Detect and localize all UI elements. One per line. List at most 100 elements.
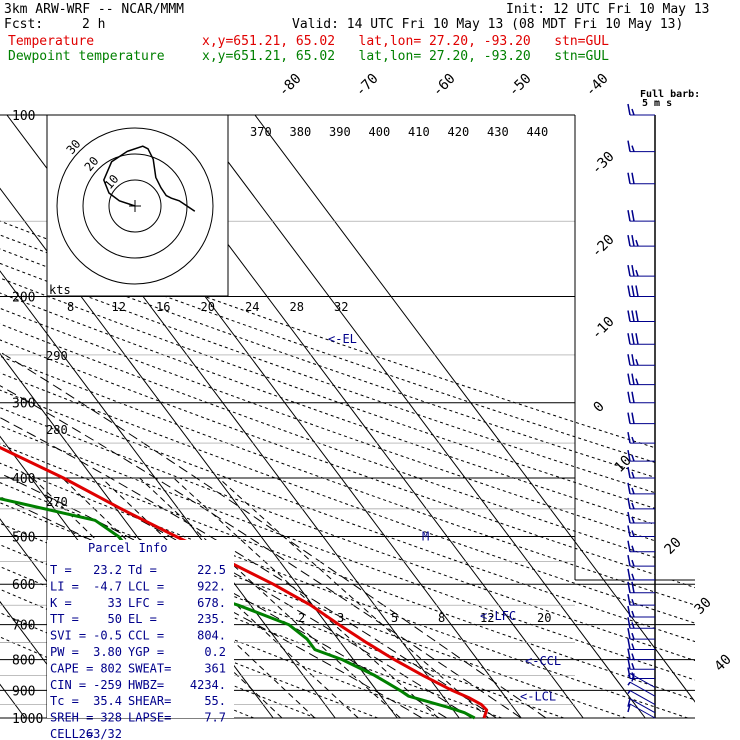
barb-flag [627, 605, 631, 618]
pressure-label: 600 [12, 578, 35, 593]
barb-flag [631, 487, 635, 495]
barb-flag [631, 573, 635, 581]
level-marker: <-EL [328, 332, 357, 346]
wind-barb [627, 581, 655, 594]
parcel-info-key: CIN = [50, 678, 86, 692]
init-time: Init: 12 UTC Fri 10 May 13 [506, 2, 710, 17]
isotherm-label: -80 [276, 71, 305, 100]
isotherm-label: 10 [612, 453, 635, 476]
parcel-info-value: 55. [204, 694, 226, 708]
barb-flag [627, 285, 631, 297]
isotherm [192, 115, 646, 719]
barb-flag [635, 310, 639, 322]
theta-label: 430 [487, 125, 509, 139]
isotherm-label: 40 [712, 652, 735, 675]
isotherm-label: -20 [589, 232, 618, 261]
parcel-info-key: K = [50, 596, 72, 610]
wind-barb [627, 540, 655, 553]
parcel-info-key: HWBZ= [128, 678, 164, 692]
level-marker: M [422, 529, 429, 543]
parcel-info-value: 804. [197, 629, 226, 643]
theta-label-lower: 270 [46, 495, 68, 509]
wind-barb [627, 412, 655, 425]
parcel-info-key: LCL = [128, 579, 164, 593]
wind-barb [627, 617, 655, 629]
pressure-label: 100 [12, 109, 35, 124]
barb-flag [627, 354, 631, 366]
barb-flag [627, 568, 631, 580]
parcel-info-key: PW = [50, 645, 79, 659]
theta-label-lower: 290 [46, 349, 68, 363]
parcel-info-key: CCL = [128, 629, 164, 643]
dewpoint-legend-info: x,y=651.21, 65.02 lat,lon= 27.20, -93.20… [202, 49, 609, 64]
mixing-ratio-label: 8 [438, 611, 445, 625]
parcel-info-key: Td = [128, 563, 157, 577]
barb-flag [627, 648, 631, 660]
parcel-info-key: TT = [50, 612, 79, 626]
barb-legend-line2: 5 m s [642, 98, 672, 109]
wind-barb [627, 285, 655, 298]
barb-flag [627, 103, 631, 116]
barb-flag [631, 333, 635, 345]
barb-flag [627, 235, 631, 247]
parcel-info-value: -4.7 [93, 579, 122, 593]
wind-barb [627, 466, 655, 479]
isotherm-label: -10 [589, 314, 618, 343]
barb-legend-line1: Full barb: [640, 89, 700, 100]
isotherm-label: 20 [662, 535, 685, 558]
dewpoint-legend-label: Dewpoint temperature [8, 49, 165, 64]
parcel-info-value: 802 [100, 661, 122, 675]
wind-barb [627, 264, 655, 277]
wind-barb [627, 638, 655, 651]
barb-flag [635, 378, 639, 385]
theta-label: 410 [408, 125, 430, 139]
barb-flag [627, 594, 631, 606]
wind-barb [627, 172, 655, 185]
barb-flag [627, 628, 631, 640]
speed-tick-label: 8 [67, 300, 74, 314]
barb-flag [627, 264, 631, 277]
barb-flag [631, 108, 635, 116]
wind-barb [627, 690, 656, 706]
barb-flag [627, 681, 631, 686]
parcel-info-key: CAPE = [50, 661, 93, 675]
barb-flag [627, 658, 631, 670]
barb-flag [631, 412, 635, 424]
temperature-legend-label: Temperature [8, 34, 95, 49]
parcel-info-key: T = [50, 563, 72, 577]
barb-flag [627, 555, 631, 567]
barb-flag [631, 373, 635, 385]
wind-barb [627, 673, 656, 688]
barb-flag [631, 598, 635, 606]
theta-label: 400 [369, 125, 391, 139]
isotherm-label: -60 [430, 71, 459, 100]
theta-label: 370 [250, 125, 272, 139]
level-marker: <-LFC [480, 609, 516, 623]
wind-barb [627, 450, 655, 462]
barb-flag [627, 497, 631, 510]
wind-barb [627, 648, 655, 661]
wind-barb [627, 140, 655, 153]
barb-flag [635, 239, 639, 247]
barb-shaft [629, 690, 656, 706]
parcel-info-key: SWEAT= [128, 661, 171, 675]
wind-barb [627, 333, 655, 345]
parcel-info-value: -259 [93, 678, 122, 692]
barb-flag [627, 703, 631, 713]
isotherm-label: 0 [591, 399, 608, 416]
barb-flag [631, 662, 635, 670]
level-marker: <-CCL [525, 654, 561, 668]
barb-legend: Full barb: 5 m s [640, 89, 700, 109]
wind-barb [627, 482, 655, 495]
isotherm [0, 115, 88, 719]
speed-tick-label: 24 [245, 300, 259, 314]
pressure-label: 400 [12, 472, 35, 487]
theta-label: 380 [290, 125, 312, 139]
theta-label: 420 [448, 125, 470, 139]
model-title: 3km ARW-WRF -- NCAR/MMM [4, 2, 185, 17]
barb-flag [627, 511, 631, 524]
barb-flag [631, 454, 635, 462]
forecast-label: Fcst: [4, 17, 44, 32]
barb-flag [631, 545, 635, 552]
